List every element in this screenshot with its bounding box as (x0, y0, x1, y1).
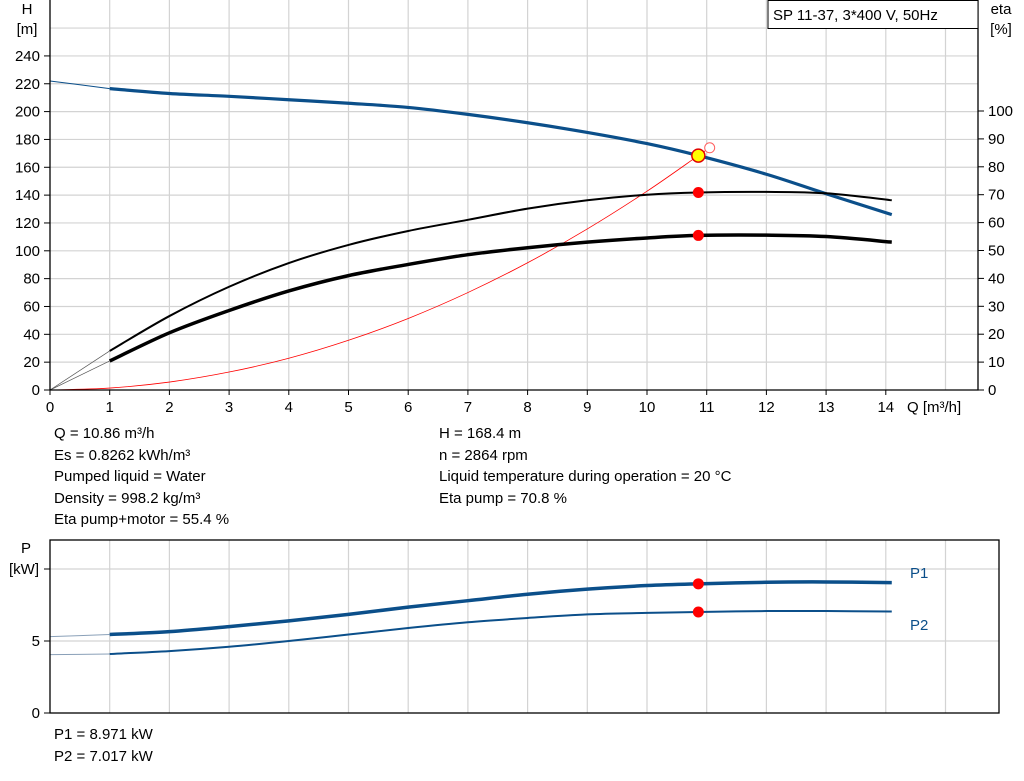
x-tick-label: 14 (877, 399, 894, 416)
x-tick-label: 10 (639, 399, 656, 416)
y-tick-label-right: 10 (988, 354, 1005, 371)
y-tick-label-power: 5 (32, 633, 40, 650)
series-label-p1: P1 (910, 565, 928, 582)
y-tick-label-right: 0 (988, 382, 996, 399)
series-label-p2: P2 (910, 617, 928, 634)
info-energy: Es = 0.8262 kWh/m³ (54, 446, 191, 464)
info-right: H = 168.4 m n = 2864 rpm Liquid temperat… (439, 423, 731, 509)
info-liquid: Pumped liquid = Water (54, 468, 206, 485)
y-tick-label-left: 0 (32, 382, 40, 399)
eta-pump-motor-duty-point (692, 229, 704, 241)
p1-duty-point (692, 578, 704, 590)
y-tick-label-right: 90 (988, 131, 1005, 148)
y-axis-label-h: H (22, 1, 33, 18)
y-tick-label-right: 80 (988, 159, 1005, 176)
p2-curve-extension (49, 653, 110, 656)
head-duty-point (691, 148, 706, 163)
y-tick-label-left: 120 (15, 215, 40, 232)
legend-box: SP 11-37, 3*400 V, 50Hz (767, 0, 979, 29)
x-tick-label: 2 (165, 399, 173, 416)
x-tick-label: 12 (758, 399, 775, 416)
x-tick-label: 5 (344, 399, 352, 416)
info-p2: P2 = 7.017 kW (54, 747, 153, 765)
info-p1: P1 = 8.971 kW (54, 726, 153, 743)
x-tick-label: 4 (285, 399, 293, 416)
eta-pump-extension (49, 350, 110, 391)
y-tick-label-left: 20 (23, 354, 40, 371)
y-tick-label-right: 20 (988, 326, 1005, 343)
y-tick-label-left: 60 (23, 298, 40, 315)
chart-title: SP 11-37, 3*400 V, 50Hz (773, 7, 938, 24)
y-tick-label-right: 50 (988, 243, 1005, 260)
x-tick-label: 9 (583, 399, 591, 416)
ticks: 0 1 2 3 4 5 6 7 8 9 10 11 12 13 1402040608010012014016… (15, 48, 1013, 722)
x-tick-label: 6 (404, 399, 412, 416)
x-tick-label: 13 (818, 399, 835, 416)
info-speed: n = 2864 rpm (439, 446, 528, 464)
head-curve (109, 87, 893, 217)
eta-pump-duty-point (692, 186, 704, 198)
y-axis-unit-p: [kW] (9, 561, 39, 578)
system-curve-end-marker (704, 142, 716, 154)
y-tick-label-power: 0 (32, 705, 40, 722)
y-tick-label-right: 70 (988, 187, 1005, 204)
head-curve-extension (49, 80, 110, 90)
y-tick-label-left: 180 (15, 131, 40, 148)
y-axis-label-eta: eta (991, 1, 1013, 18)
info-power: P1 = 8.971 kW P2 = 7.017 kW (54, 724, 153, 767)
p2-duty-point (692, 606, 704, 618)
p1-curve-extension (49, 634, 110, 638)
p1-curve (109, 580, 892, 637)
x-tick-label: 7 (464, 399, 472, 416)
y-tick-label-left: 160 (15, 159, 40, 176)
frames (49, 0, 1000, 714)
bottom-grid (50, 540, 999, 713)
y-tick-label-left: 200 (15, 104, 40, 121)
info-left: Q = 10.86 m³/h Es = 0.8262 kWh/m³ Pumped… (54, 423, 229, 531)
info-temperature: Liquid temperature during operation = 20… (439, 468, 732, 485)
y-tick-label-left: 80 (23, 271, 40, 288)
info-density: Density = 998.2 kg/m³ (54, 489, 201, 507)
system-curve (49, 147, 710, 391)
bottom-plot-frame (49, 539, 1000, 714)
y-tick-label-left: 140 (15, 187, 40, 204)
y-tick-label-right: 30 (988, 298, 1005, 315)
y-tick-label-left: 40 (23, 326, 40, 343)
x-tick-label: 0 (46, 399, 54, 416)
y-tick-label-left: 100 (15, 243, 40, 260)
y-axis-unit-h: [m] (17, 21, 38, 38)
eta-pump-motor-curve (108, 233, 892, 363)
info-eta-pump: Eta pump = 70.8 % (439, 489, 567, 507)
eta-pump-motor-extension (49, 360, 110, 391)
y-tick-label-right: 40 (988, 270, 1005, 287)
x-tick-label: 11 (699, 399, 715, 416)
info-flow: Q = 10.86 m³/h (54, 425, 155, 442)
info-eta-pump-motor: Eta pump+motor = 55.4 % (54, 511, 230, 528)
y-tick-label-right: 100 (988, 103, 1013, 120)
x-tick-label: 3 (225, 399, 233, 416)
x-axis-label: Q [m³/h] (907, 399, 961, 416)
y-axis-label-p: P (21, 540, 31, 557)
y-tick-label-right: 60 (988, 215, 1005, 232)
x-tick-label: 1 (106, 399, 114, 416)
y-tick-label-left: 240 (15, 48, 40, 65)
x-tick-label: 8 (523, 399, 531, 416)
p2-curve (109, 609, 892, 655)
y-axis-unit-eta: [%] (990, 21, 1012, 38)
curves (49, 80, 893, 656)
y-tick-label-left: 220 (15, 76, 40, 93)
info-head: H = 168.4 m (439, 425, 522, 442)
eta-pump-curve (109, 190, 892, 352)
